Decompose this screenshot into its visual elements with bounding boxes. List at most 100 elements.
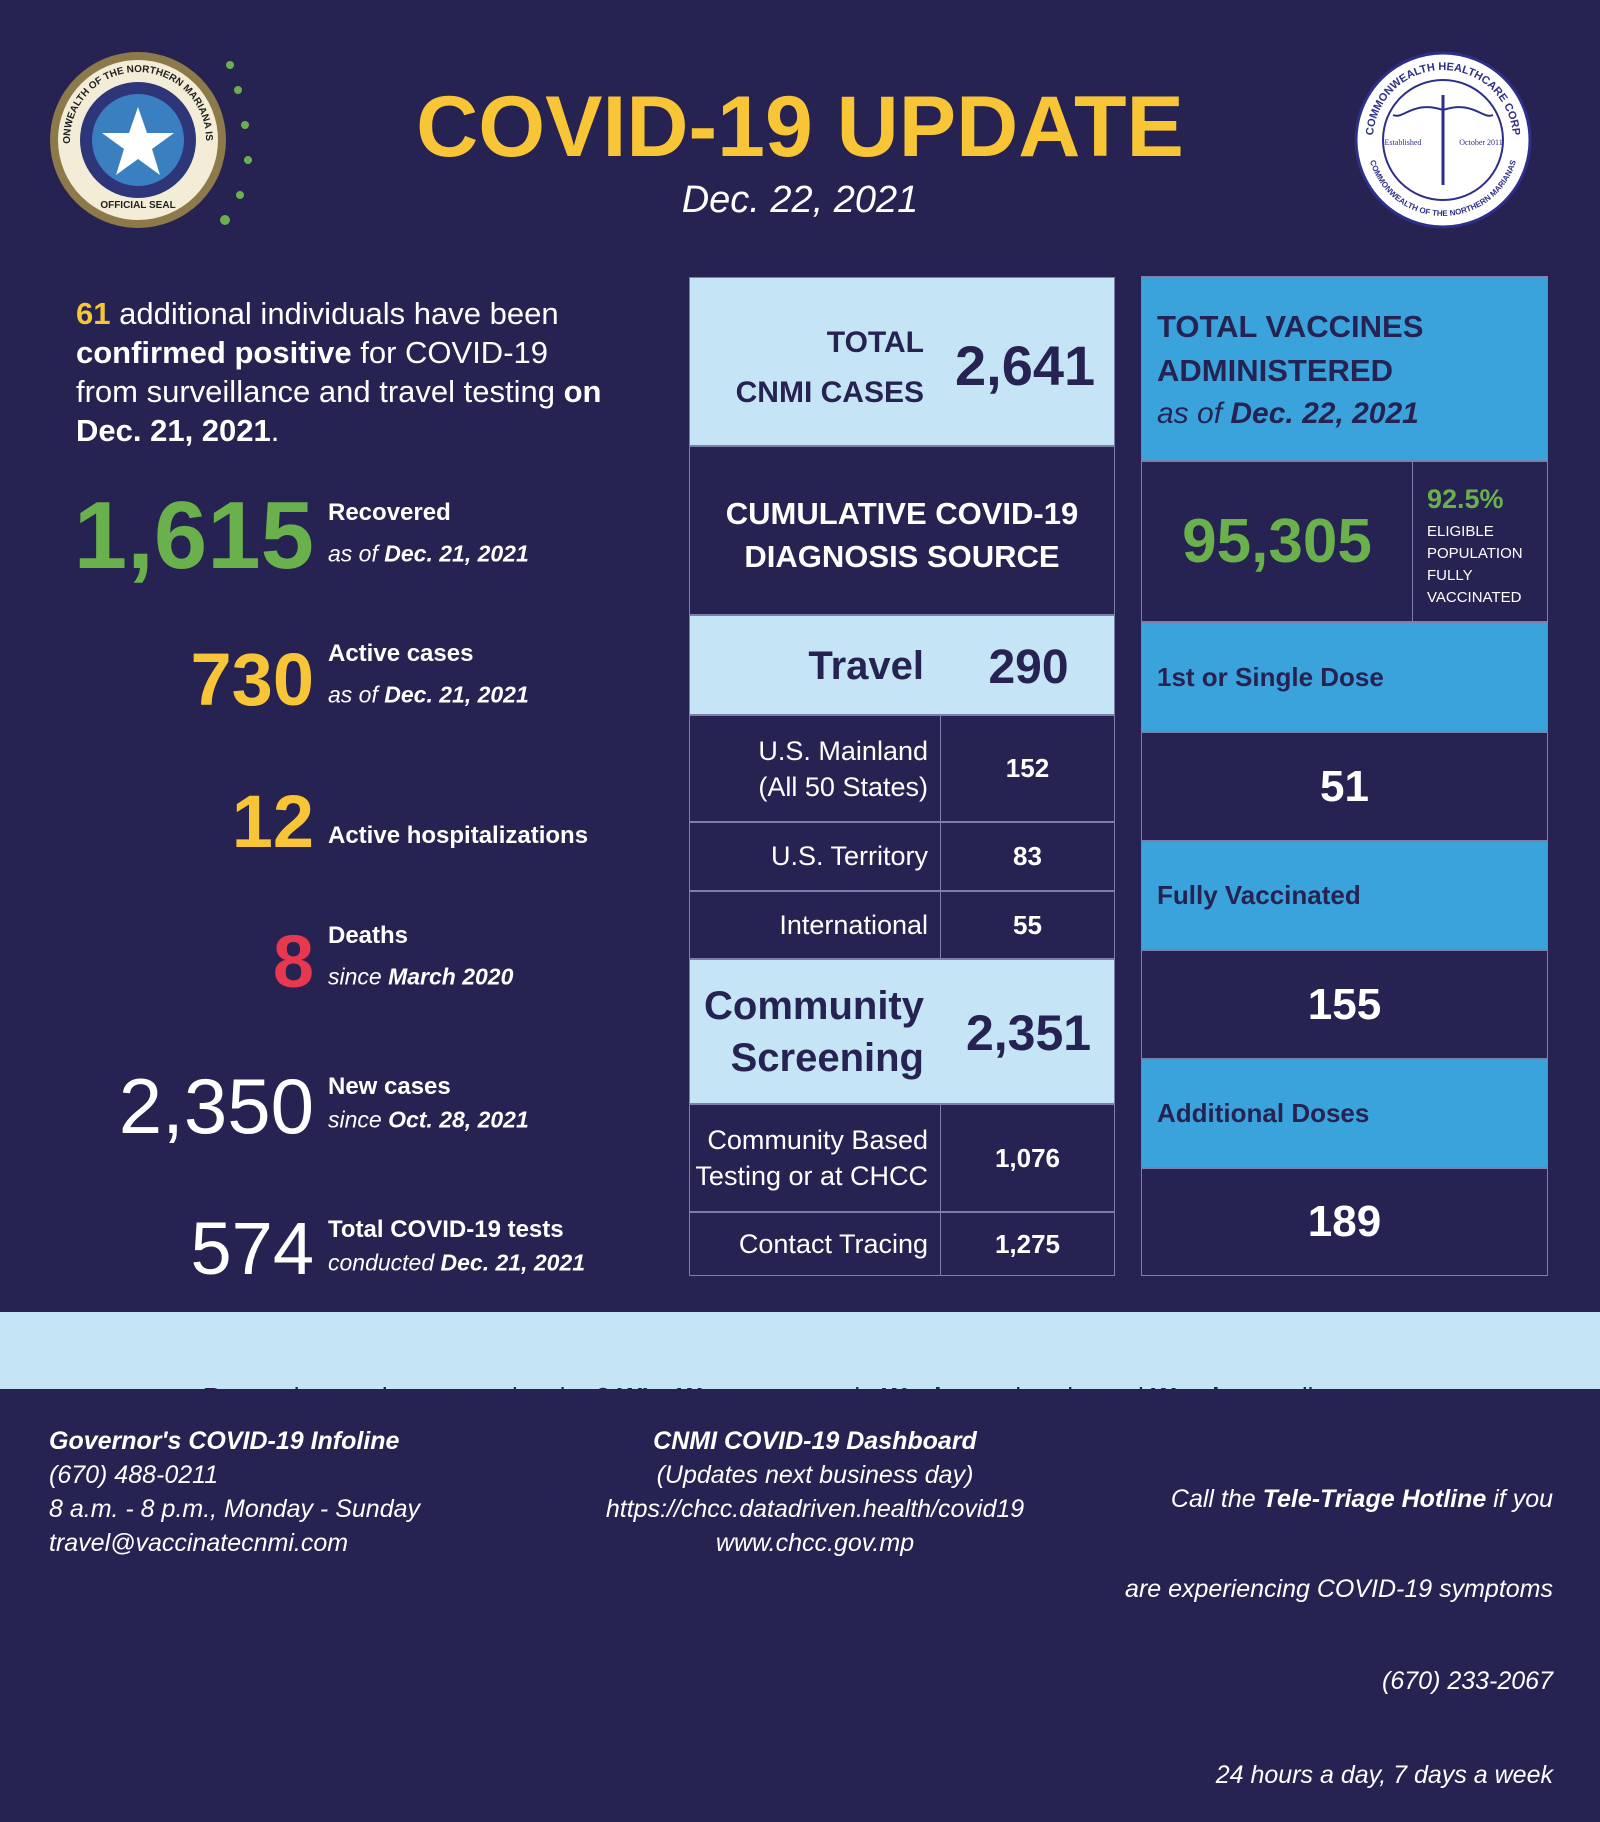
footer-title: CNMI COVID-19 Dashboard [653, 1427, 977, 1455]
footer-text: if you [1486, 1485, 1553, 1513]
banner-text: Watch [1151, 1382, 1229, 1412]
cell: International [689, 891, 941, 959]
summary-count: 61 [76, 296, 111, 331]
stat-note: since Oct. 28, 2021 [328, 1107, 529, 1134]
total-cases-cell: TOTAL CNMI CASES 2,641 [689, 277, 1115, 446]
stat-label: Active hospitalizations [328, 822, 589, 849]
source-title: CUMULATIVE COVID-19 DIAGNOSIS SOURCE [689, 446, 1115, 615]
row-label: Contact Tracing [738, 1228, 928, 1259]
chcc-established: Established [1385, 138, 1422, 147]
dose-label: Additional Doses [1157, 1098, 1370, 1128]
banner-text: www.vaccinatecnmi.com [978, 1475, 1286, 1505]
label-line: CNMI CASES [735, 376, 924, 409]
title: COVID-19 UPDATE [416, 79, 1184, 175]
cnmi-seal: COMMONWEALTH OF THE NORTHERN MARIANA ISL… [40, 45, 252, 228]
dose-label-cell: 1st or Single Dose [1141, 622, 1548, 732]
community-value: 2,351 [965, 1005, 1092, 1061]
stat-note-date: Dec. 21, 2021 [384, 540, 529, 567]
stat-note: since March 2020 [328, 964, 513, 991]
stat-note-date: Dec. 21, 2021 [384, 681, 529, 708]
label-line: Community [704, 984, 924, 1028]
cell: 92.5% ELIGIBLE POPULATION FULLY VACCINATED [1412, 461, 1548, 622]
banner-text: your mask, [740, 1382, 882, 1412]
footer-title: Governor's COVID-19 Infoline [49, 1427, 400, 1455]
summary-text: confirmed positive [76, 335, 352, 370]
stat-note-date: Oct. 28, 2021 [388, 1106, 529, 1133]
banner-line: To register for a COVID-19 vaccine or bo… [0, 1475, 1600, 1506]
cell: Contact Tracing [689, 1212, 941, 1276]
cell: U.S. Mainland (All 50 States) [689, 715, 941, 822]
footer-line: 24 hours a day, 7 days a week [1215, 1761, 1553, 1789]
title-line: ADMINISTERED [1157, 353, 1393, 388]
cell: 1,275 [940, 1212, 1115, 1276]
chcc-date: October 2011 [1459, 138, 1502, 147]
banner-text: your hands, and [950, 1382, 1152, 1412]
stat-note-date: March 2020 [388, 963, 514, 990]
stat-note-date: Dec. 21, 2021 [440, 1249, 586, 1276]
banner-text: . [1285, 1475, 1293, 1505]
stat-label: Recovered [328, 499, 451, 526]
travel-label: Travel [808, 644, 924, 688]
label-line: ELIGIBLE [1427, 523, 1494, 540]
stat-value: 2,350 [118, 1062, 314, 1150]
footer-line: (670) 488-0211 [49, 1461, 219, 1489]
stat-value: 730 [190, 638, 314, 721]
row-label: Community Based Testing or at CHCC [690, 1105, 940, 1211]
cell: U.S. Territory [689, 822, 941, 891]
stat-note: as of Dec. 21, 2021 [328, 541, 529, 568]
title-line: TOTAL VACCINES [1157, 309, 1424, 344]
banner-text: Wash [881, 1382, 951, 1412]
stat-note: conducted Dec. 21, 2021 [328, 1250, 585, 1277]
footer-text: Tele-Triage Hotline [1262, 1485, 1487, 1513]
banner-text: your distance. [1228, 1382, 1398, 1412]
cell: 83 [940, 822, 1115, 891]
label-line: POPULATION [1427, 545, 1523, 562]
page: COMMONWEALTH OF THE NORTHERN MARIANA ISL… [0, 45, 1600, 1789]
summary-text: additional individuals have been [110, 296, 568, 331]
stat-label: New cases [328, 1073, 451, 1100]
total-cases-label: TOTAL CNMI CASES [736, 318, 924, 418]
summary: 61 additional individuals have been conf… [76, 294, 606, 450]
banner-text: 3 W's [595, 1382, 663, 1412]
travel-cell: Travel 290 [689, 615, 1115, 715]
banner-text: , visit [912, 1475, 979, 1505]
dose-label-cell: Additional Doses [1141, 1059, 1548, 1168]
stat-label: Total COVID-19 tests [328, 1216, 564, 1243]
banner-text: To register for a [307, 1475, 495, 1505]
cell: 55 [940, 891, 1115, 959]
as-of-date: Dec. 22, 2021 [1230, 397, 1419, 430]
stat-value: 1,615 [73, 482, 314, 589]
vaccines-header: TOTAL VACCINES ADMINISTERED as of Dec. 22… [1141, 276, 1548, 461]
travel-value: 290 [988, 641, 1069, 694]
stat-note: as of [328, 540, 385, 567]
label-line: TOTAL [826, 326, 924, 359]
footer-dashboard: CNMI COVID-19 Dashboard (Updates next bu… [550, 1424, 1080, 1560]
banner-line: Remember to always practice the 3 W's: W… [0, 1382, 1600, 1413]
label-line: (All 50 States) [758, 771, 928, 802]
footer-line: Call the Tele-Triage Hotline if you [1073, 1484, 1553, 1514]
vaccines-percent: 92.5% [1427, 484, 1504, 514]
stat-value: 574 [190, 1207, 314, 1290]
row-label: U.S. Territory [770, 841, 928, 871]
banner-text: COVID-19 vaccine [494, 1475, 718, 1505]
dose-value-cell: 51 [1141, 732, 1548, 841]
date: Dec. 22, 2021 [681, 179, 919, 221]
footer-line: (Updates next business day) [656, 1461, 974, 1489]
footer-line: https://chcc.datadriven.health/covid19 [605, 1495, 1025, 1523]
dose-value-cell: 189 [1141, 1168, 1548, 1276]
footer-infoline: Governor's COVID-19 Infoline (670) 488-0… [49, 1424, 420, 1560]
cell: 152 [940, 715, 1115, 822]
dose-label-cell: Fully Vaccinated [1141, 841, 1548, 950]
dose-label: 1st or Single Dose [1157, 661, 1384, 692]
stat-note: conducted [328, 1249, 441, 1276]
vaccines-as-of: as of Dec. 22, 2021 [1157, 393, 1547, 435]
label-line: Testing or at CHCC [695, 1161, 928, 1191]
community-label: Community Screening [704, 980, 924, 1084]
vaccines-total: 95,305 [1182, 507, 1372, 576]
banner-text: Wear [677, 1382, 741, 1412]
seal-banner-text: OFFICIAL SEAL [100, 200, 175, 211]
banner-text: Remember to always practice the [202, 1382, 596, 1412]
summary-text: . [270, 413, 280, 448]
stat-note: as of Dec. 21, 2021 [328, 682, 529, 709]
row-value: 55 [1013, 909, 1042, 940]
